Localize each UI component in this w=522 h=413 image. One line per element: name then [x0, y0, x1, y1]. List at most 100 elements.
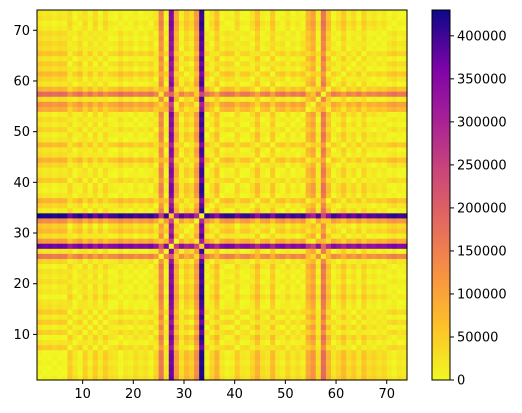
- heatmap-cell: [204, 167, 210, 173]
- heatmap-cell: [229, 177, 236, 183]
- heatmap-cell: [341, 233, 347, 239]
- heatmap-cell: [168, 126, 175, 133]
- heatmap-cell: [189, 50, 195, 57]
- heatmap-cell: [300, 116, 307, 123]
- heatmap-cell: [376, 197, 383, 204]
- heatmap-cell: [47, 233, 53, 239]
- heatmap-cell: [300, 30, 307, 36]
- heatmap-cell: [199, 374, 205, 381]
- heatmap-cell: [178, 45, 185, 52]
- heatmap-cell: [67, 349, 74, 356]
- heatmap-cell: [138, 278, 145, 285]
- heatmap-cell: [356, 364, 362, 371]
- heatmap-cell: [244, 20, 251, 26]
- heatmap-cell: [102, 182, 109, 188]
- heatmap-cell: [37, 369, 43, 376]
- heatmap-cell: [107, 298, 114, 305]
- heatmap-cell: [376, 20, 383, 26]
- heatmap-cell: [118, 116, 124, 123]
- heatmap-cell: [325, 172, 332, 178]
- heatmap-cell: [72, 253, 79, 259]
- heatmap-cell: [265, 141, 271, 148]
- heatmap-cell: [72, 167, 79, 173]
- heatmap-cell: [199, 288, 205, 295]
- heatmap-cell: [37, 212, 43, 219]
- heatmap-cell: [102, 65, 109, 72]
- heatmap-cell: [290, 126, 297, 133]
- heatmap-cell: [42, 60, 48, 67]
- heatmap-cell: [189, 349, 195, 356]
- heatmap-cell: [148, 369, 155, 376]
- heatmap-cell: [356, 40, 362, 47]
- heatmap-cell: [330, 25, 337, 31]
- heatmap-cell: [87, 70, 94, 77]
- heatmap-cell: [330, 55, 337, 62]
- heatmap-cell: [42, 222, 48, 229]
- heatmap-cell: [57, 238, 63, 244]
- heatmap-cell: [351, 80, 357, 87]
- heatmap-cell: [123, 172, 129, 178]
- heatmap-cell: [285, 303, 292, 310]
- heatmap-cell: [254, 182, 261, 188]
- heatmap-cell: [224, 283, 231, 290]
- heatmap-cell: [148, 121, 155, 128]
- heatmap-cell: [97, 45, 104, 52]
- heatmap-cell: [97, 268, 104, 275]
- heatmap-cell: [346, 324, 352, 330]
- heatmap-cell: [260, 273, 266, 280]
- heatmap-cell: [194, 293, 200, 300]
- heatmap-cell: [42, 75, 48, 82]
- heatmap-cell: [92, 324, 99, 330]
- heatmap-cell: [148, 106, 155, 112]
- heatmap-cell: [92, 156, 99, 163]
- heatmap-cell: [244, 349, 251, 356]
- heatmap-cell: [244, 212, 251, 219]
- heatmap-cell: [153, 55, 160, 62]
- heatmap-cell: [37, 253, 43, 259]
- heatmap-cell: [62, 314, 69, 320]
- heatmap-cell: [290, 202, 297, 209]
- heatmap-cell: [260, 70, 266, 77]
- heatmap-cell: [107, 162, 114, 168]
- heatmap-cell: [77, 40, 84, 47]
- heatmap-cell: [351, 248, 357, 254]
- heatmap-cell: [376, 96, 383, 102]
- heatmap-cell: [47, 126, 53, 133]
- heatmap-cell: [310, 243, 317, 249]
- heatmap-cell: [270, 334, 276, 341]
- heatmap-cell: [305, 141, 312, 148]
- heatmap-cell: [148, 233, 155, 239]
- heatmap-cell: [57, 50, 63, 57]
- heatmap-cell: [52, 207, 58, 214]
- heatmap-cell: [229, 359, 236, 366]
- heatmap-cell: [37, 151, 43, 158]
- heatmap-cell: [229, 111, 236, 118]
- heatmap-cell: [280, 106, 286, 112]
- heatmap-cell: [163, 167, 170, 173]
- heatmap-cell: [107, 222, 114, 229]
- heatmap-cell: [189, 75, 195, 82]
- heatmap-cell: [189, 141, 195, 148]
- heatmap-cell: [361, 364, 368, 371]
- heatmap-cell: [209, 162, 215, 168]
- heatmap-cell: [285, 238, 292, 244]
- heatmap-cell: [42, 258, 48, 265]
- heatmap-cell: [295, 55, 302, 62]
- heatmap-cell: [143, 278, 150, 285]
- heatmap-cell: [67, 86, 74, 92]
- heatmap-cell: [249, 319, 256, 325]
- heatmap-cell: [285, 177, 292, 183]
- heatmap-cell: [107, 91, 114, 97]
- heatmap-cell: [265, 212, 271, 219]
- heatmap-cell: [376, 141, 383, 148]
- heatmap-cell: [148, 303, 155, 310]
- heatmap-cell: [148, 273, 155, 280]
- heatmap-cell: [194, 65, 200, 72]
- heatmap-cell: [62, 283, 69, 290]
- heatmap-cell: [107, 268, 114, 275]
- heatmap-cell: [57, 15, 63, 21]
- heatmap-cell: [128, 70, 134, 77]
- heatmap-cell: [128, 126, 134, 133]
- heatmap-cell: [341, 121, 347, 128]
- heatmap-cell: [118, 248, 124, 254]
